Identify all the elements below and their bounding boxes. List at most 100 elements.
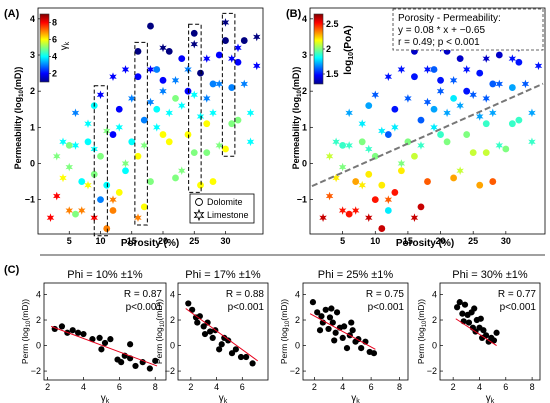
dolomite-point bbox=[234, 116, 242, 124]
colorbar-tick-label: 2 bbox=[326, 44, 331, 54]
dolomite-point bbox=[430, 105, 438, 113]
data-point bbox=[249, 360, 256, 367]
subplot-title: Phi = 30% ±1% bbox=[452, 269, 528, 281]
limestone-point bbox=[528, 137, 536, 147]
x-tick-label: 4 bbox=[81, 382, 86, 392]
limestone-point bbox=[234, 43, 242, 53]
data-point bbox=[332, 329, 339, 336]
limestone-point bbox=[345, 141, 353, 150]
limestone-point bbox=[209, 108, 217, 118]
limestone-point bbox=[371, 90, 379, 100]
limestone-point bbox=[84, 180, 92, 190]
limestone-point bbox=[115, 123, 123, 132]
x-tick-label: 8 bbox=[530, 382, 535, 392]
limestone-point bbox=[456, 101, 464, 110]
data-point bbox=[118, 359, 125, 366]
subplot-xlabel: γk bbox=[101, 393, 110, 403]
panel-b-plot: 5 10 15 20 25 30 −1 0 1 2 3 4 bbox=[297, 7, 546, 246]
dolomite-point bbox=[437, 131, 444, 138]
limestone-point bbox=[384, 195, 393, 204]
data-point bbox=[189, 306, 196, 313]
limestone-point bbox=[53, 151, 61, 161]
dolomite-point bbox=[456, 55, 464, 63]
limestone-point bbox=[365, 144, 373, 154]
limestone-point bbox=[508, 54, 517, 63]
x-tick-label: 6 bbox=[503, 382, 508, 392]
dolomite-point bbox=[65, 142, 73, 149]
porosity-bin-box bbox=[93, 85, 108, 237]
y-tick-label: 2 bbox=[30, 86, 35, 96]
annotation-p: p<0.001 bbox=[500, 302, 537, 313]
limestone-point bbox=[351, 206, 360, 215]
data-point bbox=[461, 301, 469, 308]
limestone-point bbox=[190, 39, 198, 49]
limestone-point bbox=[153, 123, 161, 132]
limestone-point bbox=[84, 119, 92, 129]
limestone-point bbox=[358, 180, 366, 190]
limestone-point bbox=[462, 65, 471, 74]
dolomite-point bbox=[103, 181, 111, 189]
subplot-c4: Phi = 30% ±1% 2 4 6 8 −2 0 2 4 Perm (log10(mD)) γk… bbox=[416, 269, 541, 403]
data-point bbox=[201, 330, 209, 338]
data-point bbox=[237, 353, 245, 361]
x-tick-label: 30 bbox=[501, 236, 511, 246]
y-tick-label: 4 bbox=[295, 289, 300, 299]
limestone-point bbox=[365, 213, 373, 223]
subplot-frame bbox=[439, 282, 541, 381]
data-point bbox=[314, 309, 321, 316]
limestone-point bbox=[159, 43, 167, 53]
dolomite-point bbox=[463, 131, 471, 138]
dolomite-point bbox=[128, 138, 136, 146]
limestone-point bbox=[246, 137, 255, 147]
limestone-point bbox=[71, 141, 80, 150]
dolomite-point bbox=[391, 189, 399, 196]
subplot-c2: Phi = 17% ±1% 2 4 6 −2 0 2 4 Perm (log10(mD)) γk R… bbox=[154, 269, 269, 403]
panel-a-colorbar-ticks: 8 6 4 2 bbox=[49, 18, 57, 79]
panel-a-legend: Dolomite Limestone bbox=[189, 193, 255, 224]
dolomite-point bbox=[165, 138, 173, 146]
limestone-point bbox=[489, 108, 497, 118]
dolomite-point bbox=[463, 87, 471, 95]
subplot-ylabel: Perm (log10(mD)) bbox=[416, 299, 428, 364]
data-point bbox=[370, 350, 378, 357]
y-tick-label: 4 bbox=[432, 289, 437, 299]
dolomite-point bbox=[240, 37, 248, 44]
data-point bbox=[58, 323, 66, 330]
y-tick-label: 0 bbox=[36, 341, 41, 351]
dolomite-point bbox=[103, 225, 111, 232]
equation-line-2: r = 0.49; p < 0.001 bbox=[398, 37, 480, 48]
equation-box: Porosity - Permeability: y = 0.08 * x + … bbox=[392, 8, 544, 51]
dolomite-point bbox=[397, 167, 405, 175]
limestone-point bbox=[436, 86, 445, 96]
limestone-point bbox=[469, 90, 477, 100]
dolomite-point bbox=[109, 207, 117, 214]
data-point bbox=[132, 362, 139, 370]
limestone-point bbox=[221, 18, 230, 27]
subplot-xlabel: γk bbox=[351, 393, 360, 403]
data-point bbox=[139, 359, 146, 366]
data-point bbox=[493, 329, 500, 336]
panel-a-plot: 5 10 15 20 25 30 −1 0 1 2 3 4 bbox=[25, 7, 264, 246]
limestone-point bbox=[534, 61, 543, 71]
data-point bbox=[490, 337, 498, 344]
limestone-point bbox=[53, 191, 61, 201]
regression-line bbox=[311, 82, 544, 188]
subplot-c1: Phi = 10% ±1% 2 4 6 8 −2 0 2 4 Perm (log10(mD)) γk… bbox=[20, 269, 167, 403]
dolomite-point bbox=[437, 76, 444, 84]
dolomite-point bbox=[147, 178, 154, 185]
dolomite-point bbox=[134, 47, 142, 55]
annotation-p: p<0.001 bbox=[126, 302, 163, 313]
dolomite-point bbox=[203, 149, 211, 157]
limestone-point bbox=[240, 79, 248, 89]
x-tick-label: 20 bbox=[158, 236, 168, 246]
dolomite-point bbox=[482, 149, 490, 157]
data-point bbox=[185, 300, 192, 307]
limestone-point bbox=[246, 108, 255, 118]
limestone-point bbox=[384, 72, 393, 81]
limestone-point bbox=[397, 159, 406, 168]
subplot-title: Phi = 25% ±1% bbox=[318, 269, 394, 281]
limestone-point bbox=[146, 65, 155, 74]
fit-line bbox=[51, 325, 158, 367]
dolomite-point bbox=[378, 181, 386, 189]
equation-title: Porosity - Permeability: bbox=[398, 13, 501, 24]
